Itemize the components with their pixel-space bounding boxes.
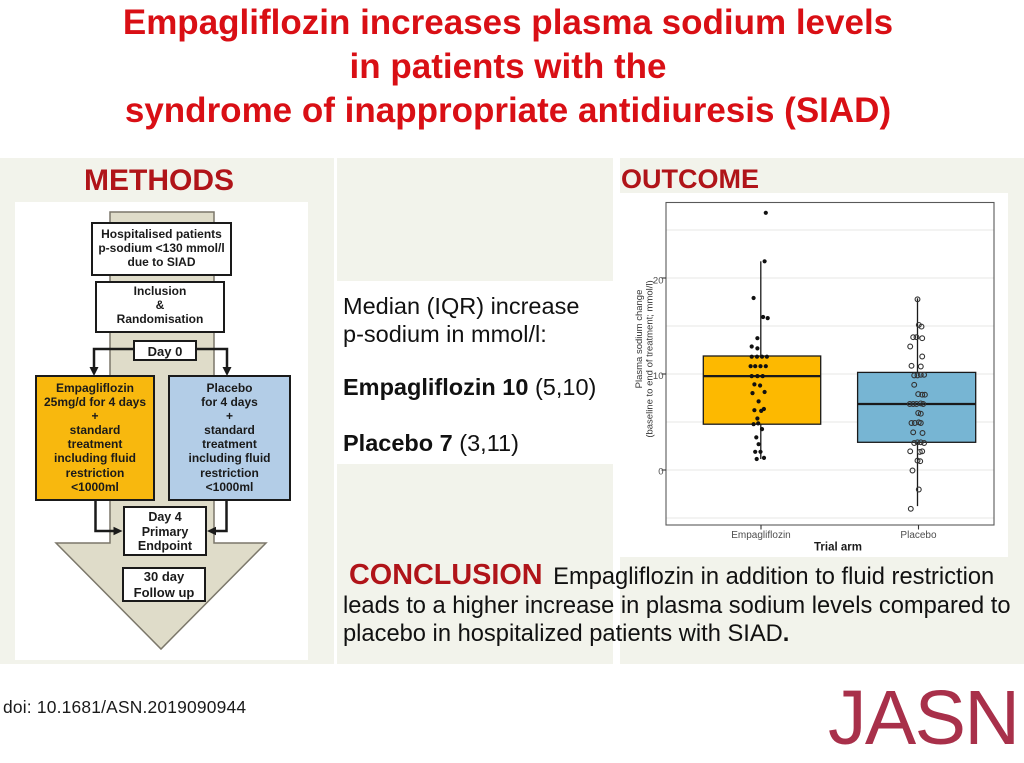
- svg-text:Placebo: Placebo: [900, 530, 937, 541]
- svg-text:0: 0: [658, 467, 663, 478]
- svg-text:10: 10: [653, 371, 664, 382]
- svg-text:20: 20: [653, 276, 664, 287]
- svg-text:Empagliflozin: Empagliflozin: [731, 530, 790, 541]
- svg-text:Trial arm: Trial arm: [814, 542, 862, 554]
- svg-text:(baseline to end of treatment;: (baseline to end of treatment; mmol/l): [645, 280, 656, 437]
- svg-text:Plasma sodium change: Plasma sodium change: [634, 290, 645, 389]
